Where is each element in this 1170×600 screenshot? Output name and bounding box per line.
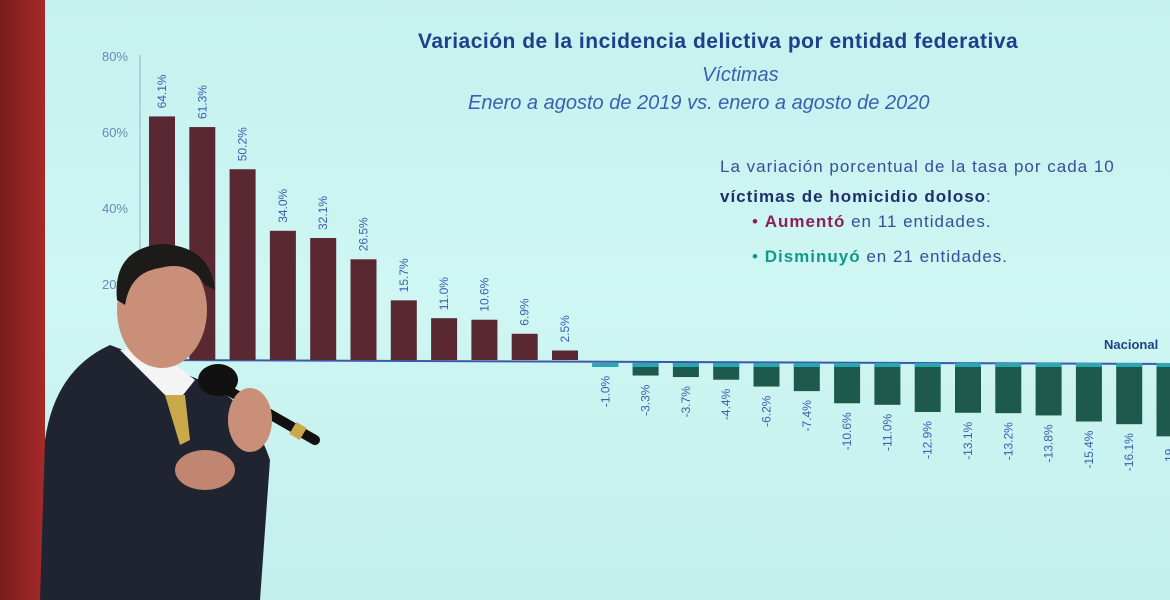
bar-data-label: 10.6% [477, 277, 491, 311]
bar [995, 363, 1022, 414]
bar-highlight [874, 363, 901, 367]
slide-note: La variación porcentual de la tasa por c… [720, 152, 1115, 212]
bar [390, 300, 417, 360]
slide-title: Variación de la incidencia delictiva por… [418, 30, 1019, 53]
bar [1035, 363, 1062, 416]
bar [874, 363, 901, 405]
slide-period: Enero a agosto de 2019 vs. enero a agost… [468, 92, 930, 114]
bar-data-label: 32.1% [316, 196, 330, 230]
bar-highlight [713, 363, 740, 367]
bar-data-label: -13.8% [1042, 424, 1056, 462]
bar-data-label: 11.0% [437, 277, 451, 310]
bar [431, 318, 458, 360]
bar [471, 319, 498, 360]
bar-data-label: 26.5% [357, 217, 371, 251]
y-tick-label: 80% [102, 49, 128, 64]
bar [269, 230, 296, 360]
bar-highlight [1116, 363, 1143, 367]
bar-highlight [672, 363, 699, 367]
bar-data-label: 15.7% [397, 258, 411, 292]
bullet-increase: • Aumentó en 11 entidades. [752, 212, 992, 231]
bar [310, 238, 337, 360]
bar-data-label: -3.3% [639, 384, 653, 416]
bar-data-label: -11.0% [880, 413, 894, 450]
note-line1: La variación porcentual de la tasa por c… [720, 157, 1115, 176]
increase-text: en 11 entidades. [845, 212, 992, 231]
bar [1116, 363, 1143, 425]
speaker-figure [40, 244, 320, 600]
nacional-annotation: Nacional [1104, 337, 1158, 352]
bar [552, 350, 578, 360]
bar [1075, 363, 1102, 422]
bar [793, 363, 820, 392]
decrease-label: Disminuyó [764, 247, 861, 266]
bar-data-label: -1.0% [598, 375, 612, 407]
slide-subtitle: Víctimas [702, 64, 779, 86]
note-line2: víctimas de homicidio doloso [720, 187, 987, 206]
note-colon: : [986, 187, 992, 206]
bar-data-label: -7.4% [800, 400, 814, 432]
bar-highlight [834, 363, 861, 367]
bar-highlight [1035, 363, 1062, 367]
bar [753, 363, 780, 387]
bar-highlight [753, 363, 780, 367]
bar [834, 363, 861, 404]
y-tick-label: 60% [102, 125, 128, 140]
bar-data-label: -19. [1163, 445, 1170, 466]
bar-highlight [1075, 363, 1102, 367]
bar-highlight [995, 363, 1022, 367]
bar-highlight [793, 363, 820, 367]
bar-data-label: -4.4% [719, 388, 733, 420]
bar-highlight [914, 363, 941, 367]
bar [511, 333, 538, 360]
bar-data-label: -10.6% [840, 412, 854, 450]
bar-data-label: -15.4% [1082, 430, 1096, 468]
bar-data-label: -6.2% [760, 395, 774, 427]
bar-data-label: -16.1% [1122, 433, 1136, 471]
bar-data-label: 6.9% [518, 298, 532, 326]
decrease-text: en 21 entidades. [860, 247, 1009, 266]
bar-data-label: -13.1% [961, 421, 975, 459]
bar [955, 363, 981, 413]
bar [713, 363, 740, 380]
y-tick-label: 40% [102, 201, 128, 216]
increase-label: Aumentó [764, 212, 846, 231]
bar-data-label: -13.2% [1001, 422, 1015, 460]
bar-data-label: 50.2% [236, 127, 250, 161]
bar-highlight [1156, 363, 1170, 367]
bar [914, 363, 941, 413]
bar-highlight [955, 363, 981, 367]
bar-data-label: 2.5% [558, 315, 572, 343]
bar [1156, 363, 1170, 437]
background-red-wall [0, 0, 45, 600]
bar-data-label: -12.9% [921, 421, 935, 459]
bar-highlight [592, 363, 619, 367]
bar-highlight [632, 363, 659, 367]
bar-data-label: 61.3% [195, 85, 209, 119]
bar [350, 259, 377, 360]
bar-data-label: -3.7% [679, 386, 693, 418]
bar [229, 169, 256, 360]
bar-data-label: 34.0% [276, 188, 290, 222]
bullet-decrease: • Disminuyó en 21 entidades. [752, 247, 1009, 266]
bar-data-label: 64.1% [155, 74, 169, 108]
